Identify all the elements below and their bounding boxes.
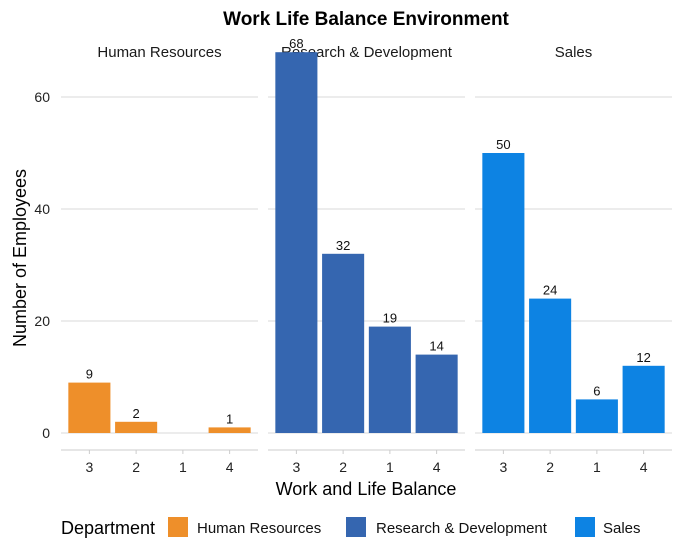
- legend-item-label: Research & Development: [376, 520, 548, 537]
- bar-value-label: 14: [429, 339, 443, 354]
- bar: [575, 399, 618, 433]
- bar: [68, 382, 111, 433]
- facet-panel: Human Resources 3 9 2 2 1 4 1: [61, 44, 258, 475]
- bar: [208, 427, 251, 433]
- bar-value-label: 9: [86, 367, 93, 382]
- legend-title: Department: [61, 518, 155, 538]
- x-tick-label: 1: [179, 459, 187, 475]
- bar-value-label: 6: [593, 383, 600, 398]
- legend-item-label: Sales: [603, 520, 641, 537]
- x-tick-label: 2: [339, 459, 347, 475]
- x-tick-label: 3: [292, 459, 300, 475]
- facet-panel: Research & Development 3 68 2 32 1 19 4 14: [268, 36, 465, 475]
- bar-value-label: 1: [226, 411, 233, 426]
- bar: [415, 354, 458, 433]
- x-tick-label: 1: [593, 459, 601, 475]
- x-tick-label: 3: [85, 459, 93, 475]
- y-tick-label: 0: [42, 425, 50, 441]
- bar: [275, 52, 318, 433]
- facet-label: Research & Development: [281, 44, 453, 61]
- x-tick-label: 4: [433, 459, 441, 475]
- x-tick-label: 2: [132, 459, 140, 475]
- facet-label: Sales: [555, 44, 593, 61]
- legend: Department Human Resources Research & Dev…: [61, 517, 641, 538]
- legend-swatch: [168, 517, 188, 537]
- y-tick-label: 40: [34, 201, 50, 217]
- bar-value-label: 2: [133, 406, 140, 421]
- y-tick-label: 60: [34, 89, 50, 105]
- bar: [529, 298, 572, 433]
- bar-value-label: 68: [289, 36, 303, 51]
- bar-value-label: 24: [543, 283, 557, 298]
- x-tick-label: 4: [640, 459, 648, 475]
- x-tick-label: 4: [226, 459, 234, 475]
- bar-value-label: 32: [336, 238, 350, 253]
- bar: [622, 365, 665, 433]
- bar: [482, 153, 525, 433]
- legend-swatch: [346, 517, 366, 537]
- y-axis-title: Number of Employees: [10, 169, 30, 347]
- bar: [115, 421, 158, 433]
- chart-title: Work Life Balance Environment: [223, 9, 509, 30]
- y-tick-label: 20: [34, 313, 50, 329]
- facet-label: Human Resources: [97, 44, 221, 61]
- legend-swatch: [575, 517, 595, 537]
- facet-panel: Sales 3 50 2 24 1 6 4 12: [475, 44, 672, 475]
- x-tick-label: 1: [386, 459, 394, 475]
- x-tick-label: 2: [546, 459, 554, 475]
- bar: [322, 253, 365, 433]
- bar-value-label: 12: [636, 350, 650, 365]
- x-axis-title: Work and Life Balance: [276, 479, 457, 499]
- bar-value-label: 50: [496, 137, 510, 152]
- x-tick-label: 3: [499, 459, 507, 475]
- bar-value-label: 19: [383, 311, 397, 326]
- legend-item-label: Human Resources: [197, 520, 321, 537]
- bar: [368, 326, 411, 433]
